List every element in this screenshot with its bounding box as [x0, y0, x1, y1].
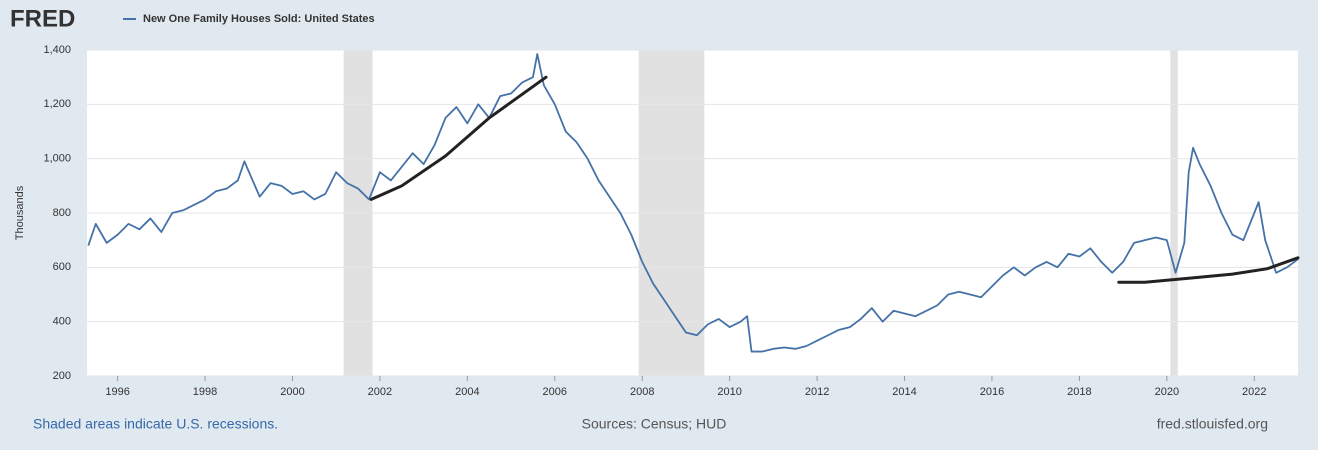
- y-tick-label: 1,400: [43, 44, 71, 56]
- x-tick-label: 2002: [368, 386, 392, 398]
- recession-note[interactable]: Shaded areas indicate U.S. recessions.: [33, 416, 278, 432]
- x-tick-label: 2014: [892, 386, 916, 398]
- x-tick-label: 1996: [105, 386, 129, 398]
- y-axis-label: Thousands: [14, 185, 26, 240]
- y-tick-label: 800: [53, 207, 71, 219]
- sources: Sources: Census; HUD: [582, 416, 727, 432]
- trend-line: [369, 75, 548, 201]
- x-tick-label: 2004: [455, 386, 479, 398]
- y-tick-label: 1,200: [43, 98, 71, 110]
- legend-label[interactable]: New One Family Houses Sold: United State…: [143, 13, 375, 25]
- x-tick-label: 2000: [280, 386, 304, 398]
- x-tick-label: 2010: [717, 386, 741, 398]
- x-tick-label: 1998: [193, 386, 217, 398]
- y-tick-label: 200: [53, 370, 71, 382]
- y-tick-label: 1,000: [43, 153, 71, 165]
- data-line: [87, 53, 1299, 353]
- y-tick-label: 400: [53, 316, 71, 328]
- x-tick-label: 2006: [543, 386, 567, 398]
- x-tick-label: 2022: [1242, 386, 1266, 398]
- trend-line: [1117, 256, 1300, 284]
- site-url[interactable]: fred.stlouisfed.org: [1157, 416, 1268, 432]
- x-tick-label: 2008: [630, 386, 654, 398]
- x-tick-label: 2018: [1067, 386, 1091, 398]
- logo[interactable]: FRED: [10, 5, 75, 32]
- y-tick-label: 600: [53, 261, 71, 273]
- x-tick-label: 2020: [1155, 386, 1179, 398]
- x-tick-label: 2016: [980, 386, 1004, 398]
- x-tick-label: 2012: [805, 386, 829, 398]
